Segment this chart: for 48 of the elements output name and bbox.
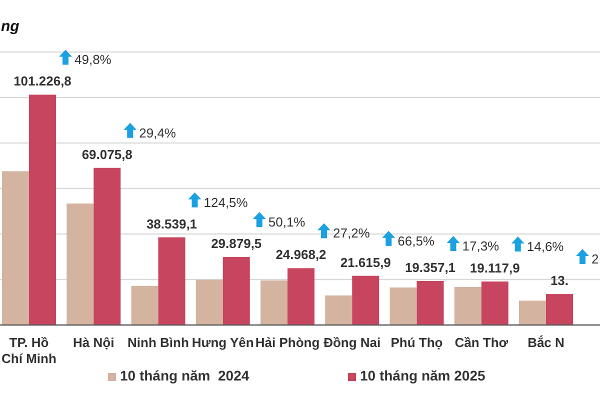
data-label: 19.117,9 (470, 260, 520, 276)
bar (390, 287, 417, 325)
bar (29, 94, 56, 325)
bar (260, 280, 288, 325)
bar (481, 282, 508, 325)
annotation: 49,8% (74, 52, 112, 68)
bar (222, 257, 250, 325)
y-axis-title: ng (1, 18, 20, 35)
data-label: 101.226,8 (14, 74, 72, 89)
annotation: 17,3% (462, 238, 500, 254)
legend-label: 10 tháng năm 2024 (120, 368, 250, 384)
x-tick-label: Hải Phòng (255, 335, 320, 350)
data-label: 19.357,1 (404, 260, 456, 275)
legend-label: 10 tháng năm 2025 (360, 368, 486, 384)
bar (66, 204, 94, 325)
annotation: 66,5% (398, 233, 435, 248)
data-label: 29.879,5 (211, 236, 262, 252)
bar (288, 268, 314, 325)
bar (196, 280, 223, 325)
annotation: 13. (550, 273, 569, 288)
data-label: 21.615,9 (340, 254, 391, 270)
annotation: 27,2% (333, 226, 370, 241)
bar (352, 276, 380, 325)
bar (94, 168, 121, 325)
x-tick-label: Hà Nội (73, 335, 114, 350)
x-tick-label: Ninh Bình (128, 335, 189, 350)
annotation: 2 (592, 251, 599, 266)
bar (519, 300, 546, 325)
bar (2, 171, 29, 325)
data-label: 38.539,1 (146, 216, 198, 232)
bar (131, 286, 158, 325)
x-tick-label: Cần Thơ (454, 335, 509, 350)
bar (454, 287, 482, 325)
annotation: 29,4% (139, 125, 176, 140)
x-tick-label: TP. Hồ Chí Minh (2, 335, 56, 366)
data-label: 69.075,8 (82, 146, 132, 162)
x-tick-label: Phú Thọ (390, 335, 443, 350)
bar (325, 295, 352, 325)
data-label: 24.968,2 (276, 247, 326, 262)
bar (158, 237, 186, 325)
annotation: 14,6% (526, 238, 564, 254)
bar (546, 294, 573, 325)
bar (416, 280, 444, 325)
annotation: 50,1% (268, 214, 306, 230)
x-tick-label: Đồng Nai (324, 335, 381, 350)
annotation: 124,5% (204, 194, 248, 210)
x-tick-label: Bắc N (528, 335, 564, 350)
x-tick-label: Hưng Yên (192, 335, 254, 350)
